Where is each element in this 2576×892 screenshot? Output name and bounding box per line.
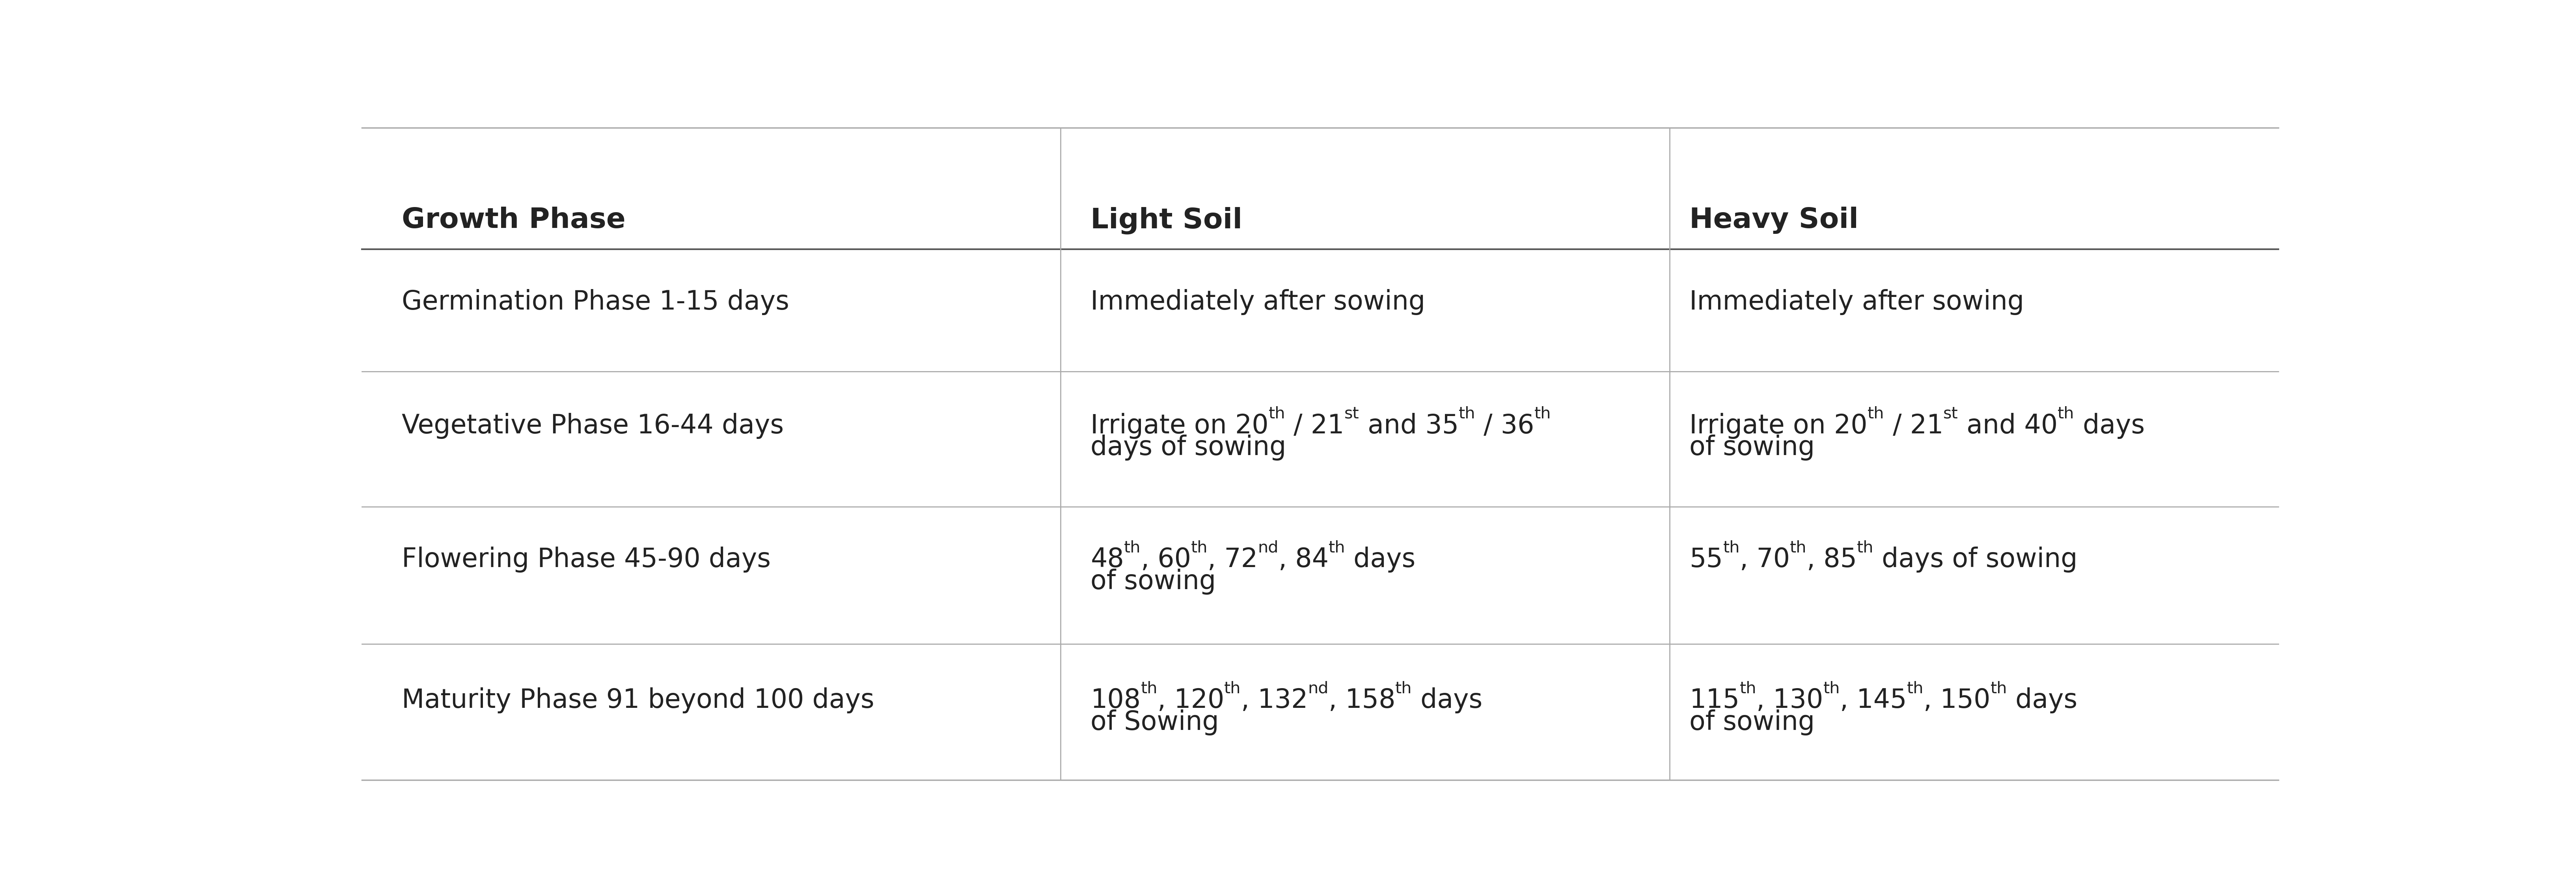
Text: th: th <box>1857 540 1873 556</box>
Text: Vegetative Phase 16-44 days: Vegetative Phase 16-44 days <box>402 413 783 439</box>
Text: th: th <box>1141 681 1157 697</box>
Text: , 72: , 72 <box>1208 547 1257 573</box>
Text: nd: nd <box>1257 540 1278 556</box>
Text: and 35: and 35 <box>1360 413 1458 439</box>
Text: , 145: , 145 <box>1839 688 1906 714</box>
Text: Irrigate on 20: Irrigate on 20 <box>1090 413 1267 439</box>
Text: days of sowing: days of sowing <box>1090 434 1285 460</box>
Text: 115: 115 <box>1690 688 1739 714</box>
Text: th: th <box>1723 540 1739 556</box>
Text: , 130: , 130 <box>1757 688 1824 714</box>
Text: th: th <box>1906 681 1924 697</box>
Text: , 120: , 120 <box>1157 688 1224 714</box>
Text: , 158: , 158 <box>1329 688 1396 714</box>
Text: / 21: / 21 <box>1285 413 1345 439</box>
Text: th: th <box>1824 681 1839 697</box>
Text: of sowing: of sowing <box>1690 709 1816 735</box>
Text: days: days <box>1412 688 1481 714</box>
Text: Immediately after sowing: Immediately after sowing <box>1690 289 2025 315</box>
Text: th: th <box>1458 406 1476 422</box>
Text: / 36: / 36 <box>1476 413 1535 439</box>
Text: Irrigate on 20: Irrigate on 20 <box>1690 413 1868 439</box>
Text: st: st <box>1345 406 1360 422</box>
Text: Immediately after sowing: Immediately after sowing <box>1090 289 1425 315</box>
Text: days: days <box>2074 413 2146 439</box>
Text: of sowing: of sowing <box>1090 568 1216 594</box>
Text: th: th <box>1790 540 1806 556</box>
Text: , 84: , 84 <box>1278 547 1329 573</box>
Text: th: th <box>1123 540 1141 556</box>
Text: of sowing: of sowing <box>1690 434 1816 460</box>
Text: th: th <box>2058 406 2074 422</box>
Text: th: th <box>1329 540 1345 556</box>
Text: / 21: / 21 <box>1883 413 1942 439</box>
Text: Maturity Phase 91 beyond 100 days: Maturity Phase 91 beyond 100 days <box>402 688 873 714</box>
Text: Growth Phase: Growth Phase <box>402 207 626 234</box>
Text: , 60: , 60 <box>1141 547 1190 573</box>
Text: Flowering Phase 45-90 days: Flowering Phase 45-90 days <box>402 547 770 573</box>
Text: 48: 48 <box>1090 547 1123 573</box>
Text: th: th <box>1190 540 1208 556</box>
Text: th: th <box>1267 406 1285 422</box>
Text: days: days <box>2007 688 2076 714</box>
Text: nd: nd <box>1309 681 1329 697</box>
Text: th: th <box>1868 406 1883 422</box>
Text: 55: 55 <box>1690 547 1723 573</box>
Text: th: th <box>1224 681 1242 697</box>
Text: , 70: , 70 <box>1739 547 1790 573</box>
Text: and 40: and 40 <box>1958 413 2058 439</box>
Text: , 150: , 150 <box>1924 688 1991 714</box>
Text: , 85: , 85 <box>1806 547 1857 573</box>
Text: st: st <box>1942 406 1958 422</box>
Text: th: th <box>1396 681 1412 697</box>
Text: 108: 108 <box>1090 688 1141 714</box>
Text: th: th <box>1535 406 1551 422</box>
Text: , 132: , 132 <box>1242 688 1309 714</box>
Text: th: th <box>1739 681 1757 697</box>
Text: Heavy Soil: Heavy Soil <box>1690 207 1860 234</box>
Text: of Sowing: of Sowing <box>1090 709 1218 735</box>
Text: Germination Phase 1-15 days: Germination Phase 1-15 days <box>402 289 788 315</box>
Text: days: days <box>1345 547 1417 573</box>
Text: th: th <box>1991 681 2007 697</box>
Text: Light Soil: Light Soil <box>1090 207 1242 234</box>
Text: days of sowing: days of sowing <box>1873 547 2079 573</box>
